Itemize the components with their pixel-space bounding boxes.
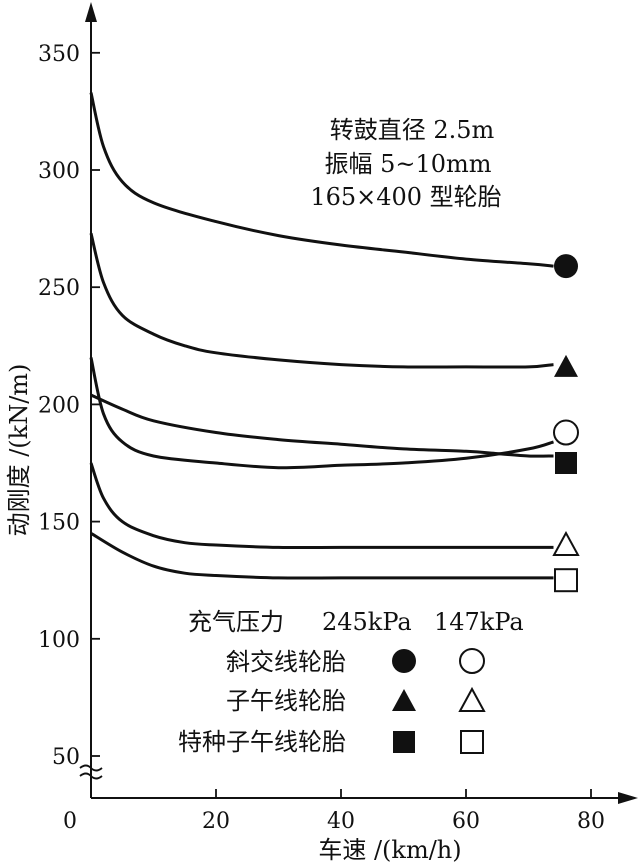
legend-filled-triangle-marker bbox=[392, 689, 416, 711]
end-marker-filled-triangle bbox=[554, 354, 578, 377]
series-line-filled-circle bbox=[89, 92, 554, 268]
series-line-filled-triangle bbox=[89, 232, 554, 369]
annotation-drum: 转鼓直径 2.5m bbox=[330, 116, 495, 144]
legend-open-circle-marker bbox=[459, 648, 485, 674]
y-tick-label: 250 bbox=[38, 276, 80, 301]
x-tick-label: 20 bbox=[202, 809, 230, 834]
y-tick-label: 300 bbox=[38, 159, 80, 184]
y-tick-label: 200 bbox=[38, 393, 80, 418]
legend-filled-circle-marker bbox=[392, 649, 416, 673]
legend-header-147: 147kPa bbox=[434, 608, 524, 636]
end-markers bbox=[552, 254, 580, 593]
legend-row-special-radial: 特种子午线轮胎 bbox=[178, 728, 346, 756]
y-tick-label: 150 bbox=[38, 511, 80, 536]
end-marker-open-circle bbox=[553, 419, 579, 446]
axis-break-mark bbox=[79, 764, 103, 780]
x-axis-arrow bbox=[618, 792, 638, 804]
legend: 充气压力 245kPa 147kPa 斜交线轮胎 子午线轮胎 特种子午线轮胎 bbox=[178, 608, 524, 756]
series-line-open-triangle bbox=[89, 462, 554, 550]
legend-row-radial: 子午线轮胎 bbox=[226, 687, 346, 715]
x-tick-label: 40 bbox=[327, 809, 355, 834]
end-marker-open-square bbox=[554, 568, 578, 593]
x-tick-label: 80 bbox=[577, 809, 605, 834]
legend-header-245: 245kPa bbox=[322, 608, 412, 636]
annotation-tire-size: 165×400 型轮胎 bbox=[310, 183, 501, 211]
ticks bbox=[91, 51, 592, 798]
legend-open-triangle-marker bbox=[458, 686, 486, 712]
end-marker-open-triangle bbox=[552, 530, 580, 557]
tick-labels: 50 100 150 200 250 300 350 0 20 40 60 80 bbox=[38, 42, 605, 834]
x-tick-label: 0 bbox=[63, 809, 77, 834]
y-axis-arrow bbox=[85, 2, 97, 22]
legend-filled-square-marker bbox=[393, 731, 415, 753]
legend-row-bias: 斜交线轮胎 bbox=[226, 648, 346, 676]
series-line-filled-square bbox=[89, 357, 554, 470]
y-tick-label: 350 bbox=[38, 42, 80, 67]
annotations: 转鼓直径 2.5m 振幅 5~10mm 165×400 型轮胎 bbox=[310, 116, 501, 211]
annotation-amplitude: 振幅 5~10mm bbox=[324, 150, 491, 178]
legend-open-square-marker bbox=[460, 730, 484, 754]
y-tick-label: 100 bbox=[38, 628, 80, 653]
x-tick-label: 60 bbox=[452, 809, 480, 834]
y-axis-title: 动刚度 /(kN/m) bbox=[5, 364, 33, 537]
end-marker-filled-circle bbox=[554, 254, 578, 279]
curves bbox=[89, 92, 554, 580]
x-axis-title: 车速 /(km/h) bbox=[318, 836, 461, 864]
end-marker-filled-square bbox=[555, 452, 577, 474]
y-tick-label: 50 bbox=[52, 745, 80, 770]
series-line-open-square bbox=[90, 532, 554, 580]
series-line-open-circle bbox=[90, 393, 554, 458]
legend-header-label: 充气压力 bbox=[188, 608, 284, 636]
